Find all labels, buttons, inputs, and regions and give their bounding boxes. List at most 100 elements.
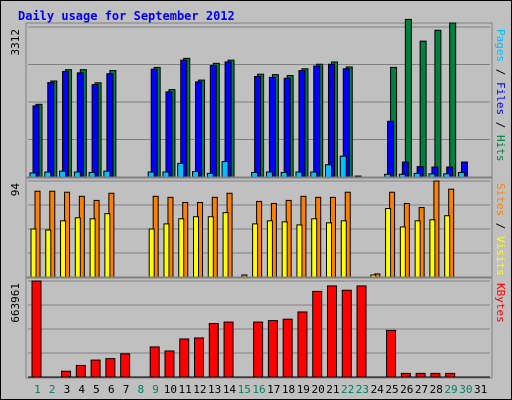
x-tick-label: 19 [297,383,310,396]
bar-kbytes-day-28 [430,372,441,378]
legend-entry: Files [494,82,507,115]
bar-sites-day-5 [89,218,96,278]
bar-kbytes-day-22 [341,289,352,378]
x-tick-label: 12 [193,383,206,396]
bar-sites-day-4 [74,217,81,278]
chart-panels: 3312 Pages / Files / Hits 94 Sites / Visits… [9,18,507,379]
bar-sites-day-29 [444,215,451,278]
bar-kbytes-day-16 [253,321,264,378]
bar-pages-day-12 [192,171,200,178]
bar-kbytes-day-20 [312,290,323,378]
legend-entry: / [494,216,507,236]
bar-kbytes-day-18 [282,318,293,378]
x-tick-label: 5 [93,383,100,396]
bar-pages-day-17 [265,171,273,178]
legend-entry: Sites [494,183,507,216]
bar-files-day-3 [62,70,70,178]
bar-files-day-6 [106,73,114,178]
bar-pages-day-6 [103,170,111,178]
bar-kbytes-day-7 [120,353,131,378]
bar-pages-day-19 [295,171,303,178]
bar-pages-day-3 [59,170,67,178]
bar-sites-day-16 [252,223,259,278]
x-tick-label: 22 [341,383,354,396]
bar-sites-day-3 [60,220,67,278]
bar-pages-day-22 [339,155,347,178]
bar-sites-day-19 [296,224,303,278]
bar-pages-day-18 [280,171,288,178]
bar-kbytes-day-6 [105,358,116,378]
x-tick-label: 11 [179,383,192,396]
bar-files-day-1 [32,105,40,178]
x-tick-label: 20 [311,383,324,396]
x-tick-label: 15 [238,383,251,396]
bar-sites-day-10 [163,223,170,278]
x-tick-label: 23 [356,383,369,396]
x-tick-label: 16 [252,383,265,396]
bar-files-day-19 [298,70,306,178]
bar-pages-day-2 [44,171,52,178]
x-tick-label: 13 [208,383,221,396]
bar-pages-day-21 [324,164,332,178]
bar-sites-day-12 [193,216,200,278]
x-axis-labels: 1 2 3 4 5 6 7 8 9 10 11 12 13 14 15 16 17 18 19 20 21 22 23 24 2… [34,383,487,396]
bar-pages-day-20 [310,171,318,178]
bar-files-day-11 [180,59,188,178]
side-legend: KBytes [494,283,507,323]
bar-pages-day-11 [177,162,185,178]
x-tick-label: 6 [108,383,115,396]
side-legend: Sites / Visits [494,183,507,276]
bar-files-day-18 [283,77,291,178]
bar-sites-day-22 [340,220,347,278]
bar-files-day-5 [91,84,99,178]
x-tick-label: 1 [34,383,41,396]
legend-entry: / [494,115,507,135]
bar-pages-day-30 [457,171,465,178]
x-tick-label: 21 [326,383,339,396]
bar-sites-day-26 [399,226,406,278]
bar-hits-day-27 [419,40,427,178]
bar-files-day-9 [150,68,158,178]
legend-entry: Visits [494,236,507,276]
bar-files-day-16 [254,75,262,178]
legend-entry: KBytes [494,283,507,323]
panel-border [25,176,493,279]
bar-kbytes-day-19 [297,311,308,378]
y-max-label: 663961 [9,283,22,323]
bar-kbytes-day-12 [194,337,205,378]
legend-entry: / [494,62,507,82]
bar-kbytes-day-1 [31,280,42,378]
bar-files-day-25 [387,120,395,178]
bar-sites-day-11 [178,218,185,278]
side-legend: Pages / Files / Hits [494,29,507,162]
x-tick-label: 3 [64,383,71,396]
bar-kbytes-day-26 [400,372,411,378]
x-tick-label: 27 [415,383,428,396]
panel-border [25,22,493,179]
x-tick-label: 24 [371,383,385,396]
bar-pages-day-27 [413,172,421,178]
x-tick-label: 4 [78,383,85,396]
bar-pages-day-14 [221,161,229,178]
bar-hits-day-28 [434,29,442,178]
x-tick-label: 10 [164,383,177,396]
bar-sites-day-20 [311,218,318,278]
y-max-label: 94 [9,183,22,197]
bar-pages-day-4 [73,171,81,178]
bar-kbytes-day-14 [223,321,234,378]
bar-sites-day-17 [266,220,273,278]
bar-sites-day-6 [104,213,111,278]
bar-kbytes-day-9 [149,346,160,378]
x-tick-label: 25 [385,383,398,396]
bar-pages-day-9 [147,171,155,178]
x-tick-label: 17 [267,383,280,396]
bar-kbytes-day-4 [75,364,86,378]
panel-border [25,276,493,379]
panel-kbytes: 663961 KBytes [9,276,507,379]
x-tick-label: 18 [282,383,295,396]
bar-pages-day-10 [162,171,170,178]
bar-sites-day-13 [207,216,214,278]
bar-kbytes-day-3 [61,370,72,378]
bar-pages-day-1 [29,172,37,178]
